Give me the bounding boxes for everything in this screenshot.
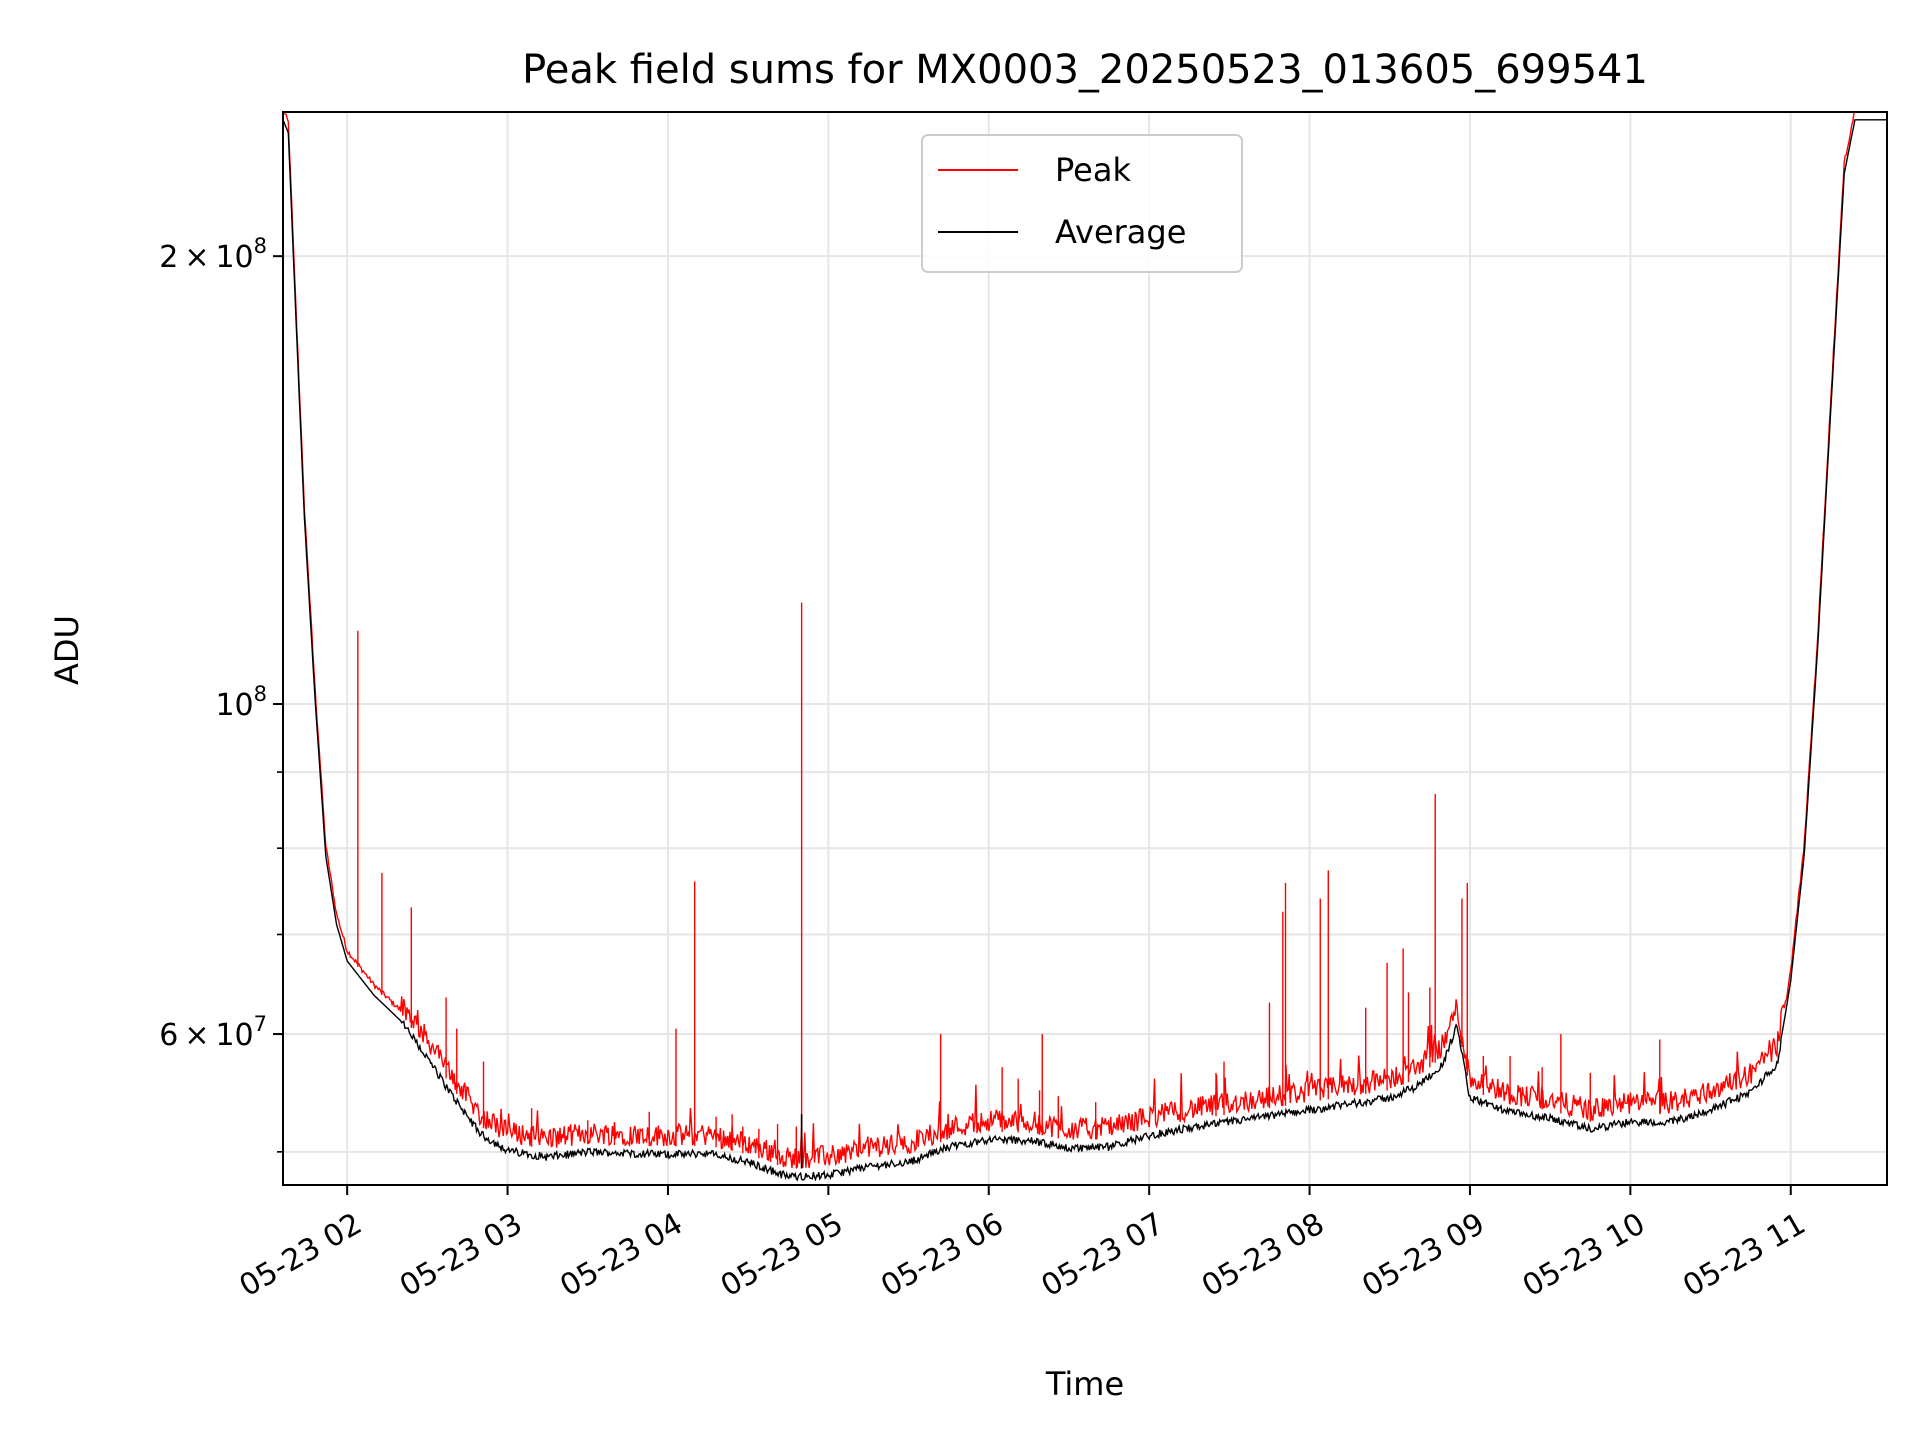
chart-title: Peak field sums for MX0003_20250523_0136… [522,47,1648,93]
plot-area [282,111,1888,1186]
y-axis-label: ADU [48,615,86,685]
grid [283,112,1887,1185]
y-tick-label: 108 [215,682,267,723]
series-layer [283,112,1887,1182]
legend-label-peak: Peak [1055,151,1131,189]
series-line-peak [283,112,1887,1169]
y-tick-label: 2 × 108 [159,234,267,275]
x-axis-label: Time [1045,1365,1124,1403]
y-tick-label: 6 × 107 [159,1012,267,1053]
y-axis: 6 × 107 108 2 × 108 [159,234,283,1153]
series-line-average [283,119,1887,1182]
legend-label-average: Average [1055,213,1186,251]
legend: Peak Average [921,134,1243,273]
